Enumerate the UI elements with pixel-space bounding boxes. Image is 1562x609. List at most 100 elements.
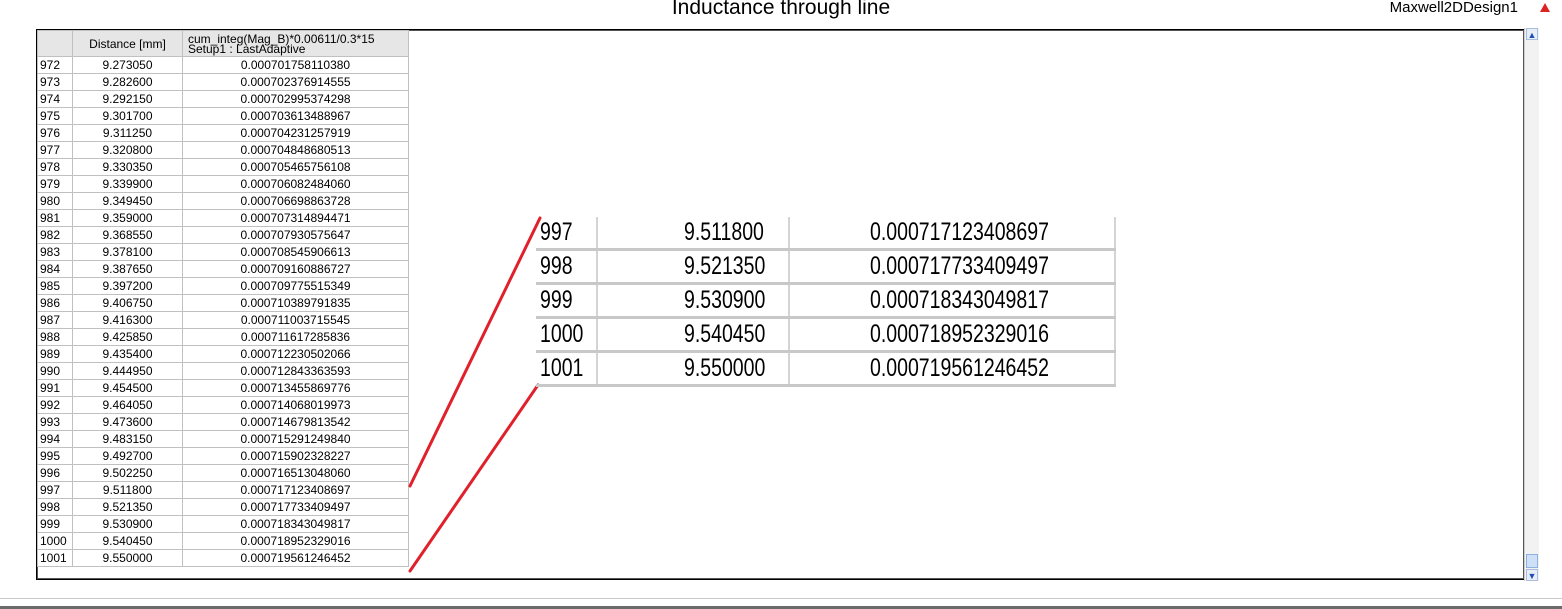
zoom-distance-cell: 9.521350 (596, 249, 790, 285)
table-row[interactable]: 975 9.301700 0.000703613488967 (37, 107, 409, 125)
table-row[interactable]: 995 9.492700 0.000715902328227 (37, 447, 409, 465)
distance-cell[interactable]: 9.330350 (72, 158, 183, 176)
zoom-index-cell: 1001 (536, 351, 598, 387)
zoom-index-cell: 997 (536, 217, 598, 251)
value-cell[interactable]: 0.000719561246452 (182, 549, 409, 567)
value-cell[interactable]: 0.000707314894471 (182, 209, 409, 227)
table-row[interactable]: 973 9.282600 0.000702376914555 (37, 73, 409, 91)
value-cell[interactable]: 0.000717733409497 (182, 498, 409, 516)
value-cell[interactable]: 0.000715902328227 (182, 447, 409, 465)
zoom-row: 1000 9.540450 0.000718952329016 (536, 317, 1116, 353)
zoom-table-body: 997 9.511800 0.000717123408697 998 9.521350 0… (536, 217, 1116, 387)
zoom-index-cell-text: 998 (540, 252, 573, 280)
distance-cell[interactable]: 9.435400 (72, 345, 183, 363)
value-cell[interactable]: 0.000714679813542 (182, 413, 409, 431)
row-index-cell[interactable]: 1001 (37, 549, 73, 567)
distance-cell[interactable]: 9.502250 (72, 464, 183, 482)
data-table: Distance [mm] cum_integ(Mag_B)*0.00611/0… (37, 30, 409, 567)
value-cell[interactable]: 0.000703613488967 (182, 107, 409, 125)
scroll-up-arrow-icon[interactable]: ▲ (1526, 28, 1538, 40)
row-index-cell[interactable]: 977 (37, 141, 73, 159)
zoom-distance-cell-text: 9.550000 (683, 354, 765, 382)
distance-cell[interactable]: 9.378100 (72, 243, 183, 261)
expression-label: cum_integ(Mag_B)*0.00611/0.3*15 (188, 31, 375, 46)
value-cell[interactable]: 0.000716513048060 (182, 464, 409, 482)
row-index-cell[interactable]: 986 (37, 294, 73, 312)
table-row[interactable]: 989 9.435400 0.000712230502066 (37, 345, 409, 363)
value-cell[interactable]: 0.000710389791835 (182, 294, 409, 312)
value-cell[interactable]: 0.000707930575647 (182, 226, 409, 244)
table-row[interactable]: 994 9.483150 0.000715291249840 (37, 430, 409, 448)
table-body: 972 9.273050 0.000701758110380 973 9.282600 0… (37, 56, 409, 567)
ansys-logo-icon (1540, 3, 1550, 12)
distance-cell[interactable]: 9.273050 (72, 56, 183, 74)
value-cell[interactable]: 0.000706698863728 (182, 192, 409, 210)
distance-cell[interactable]: 9.473600 (72, 413, 183, 431)
row-index-cell[interactable]: 972 (37, 56, 73, 74)
value-cell[interactable]: 0.000715291249840 (182, 430, 409, 448)
zoom-value-cell-text: 0.000719561246452 (869, 354, 1049, 382)
zoom-distance-cell-text: 9.511800 (683, 218, 764, 246)
distance-cell[interactable]: 9.406750 (72, 294, 183, 312)
table-row[interactable]: 981 9.359000 0.000707314894471 (37, 209, 409, 227)
distance-cell[interactable]: 9.492700 (72, 447, 183, 465)
table-row[interactable]: 976 9.311250 0.000704231257919 (37, 124, 409, 142)
zoom-value-cell: 0.000717123408697 (788, 217, 1116, 251)
distance-cell[interactable]: 9.483150 (72, 430, 183, 448)
distance-cell[interactable]: 9.397200 (72, 277, 183, 295)
zoom-value-cell-text: 0.000717733409497 (869, 252, 1049, 280)
vertical-scrollbar[interactable]: ▲ ▼ (1524, 28, 1539, 581)
table-row[interactable]: 986 9.406750 0.000710389791835 (37, 294, 409, 312)
scrollbar-thumb[interactable] (1526, 554, 1538, 568)
zoom-value-cell-text: 0.000717123408697 (869, 218, 1049, 246)
zoom-distance-cell-text: 9.521350 (683, 252, 765, 280)
zoom-index-cell-text: 1000 (540, 320, 584, 348)
table-header-row: Distance [mm] cum_integ(Mag_B)*0.00611/0… (37, 30, 409, 57)
status-divider (0, 598, 1562, 599)
zoom-distance-cell: 9.550000 (596, 351, 790, 387)
table-row[interactable]: 990 9.444950 0.000712843363593 (37, 362, 409, 380)
table-row[interactable]: 993 9.473600 0.000714679813542 (37, 413, 409, 431)
row-index-cell[interactable]: 1000 (37, 532, 73, 550)
zoom-value-cell: 0.000717733409497 (788, 249, 1116, 285)
table-row[interactable]: 974 9.292150 0.000702995374298 (37, 90, 409, 108)
distance-cell[interactable]: 9.311250 (72, 124, 183, 142)
scroll-down-arrow-icon[interactable]: ▼ (1526, 569, 1538, 581)
zoom-row: 999 9.530900 0.000718343049817 (536, 283, 1116, 319)
zoom-index-cell-text: 1001 (540, 354, 584, 382)
table-row[interactable]: 982 9.368550 0.000707930575647 (37, 226, 409, 244)
distance-cell[interactable]: 9.511800 (72, 481, 183, 499)
value-cell[interactable]: 0.000713455869776 (182, 379, 409, 397)
table-row[interactable]: 996 9.502250 0.000716513048060 (37, 464, 409, 482)
distance-cell[interactable]: 9.320800 (72, 141, 183, 159)
zoom-index-cell-text: 997 (540, 218, 573, 246)
column-header-distance[interactable]: Distance [mm] (72, 30, 183, 57)
distance-cell[interactable]: 9.550000 (72, 549, 183, 567)
row-index-cell[interactable]: 998 (37, 498, 73, 516)
zoom-row: 998 9.521350 0.000717733409497 (536, 249, 1116, 285)
zoom-value-cell: 0.000718343049817 (788, 283, 1116, 319)
distance-cell[interactable]: 9.359000 (72, 209, 183, 227)
value-cell[interactable]: 0.000704231257919 (182, 124, 409, 142)
value-cell[interactable]: 0.000712230502066 (182, 345, 409, 363)
distance-cell[interactable]: 9.444950 (72, 362, 183, 380)
column-header-expression[interactable]: cum_integ(Mag_B)*0.00611/0.3*15 Setup1 :… (182, 30, 409, 57)
distance-cell[interactable]: 9.282600 (72, 73, 183, 91)
zoomed-table-excerpt: 997 9.511800 0.000717123408697 998 9.521350 0… (536, 217, 1116, 387)
zoom-distance-cell-text: 9.540450 (683, 320, 765, 348)
table-row[interactable]: 983 9.378100 0.000708545906613 (37, 243, 409, 261)
row-index-cell[interactable]: 995 (37, 447, 73, 465)
table-row[interactable]: 992 9.464050 0.000714068019973 (37, 396, 409, 414)
zoom-row: 997 9.511800 0.000717123408697 (536, 217, 1116, 251)
zoom-distance-cell: 9.540450 (596, 317, 790, 353)
zoom-value-cell-text: 0.000718343049817 (869, 286, 1049, 314)
row-index-cell[interactable]: 984 (37, 260, 73, 278)
value-cell[interactable]: 0.000711003715545 (182, 311, 409, 329)
table-row[interactable]: 991 9.454500 0.000713455869776 (37, 379, 409, 397)
value-cell[interactable]: 0.000714068019973 (182, 396, 409, 414)
zoom-distance-cell: 9.530900 (596, 283, 790, 319)
distance-cell[interactable]: 9.464050 (72, 396, 183, 414)
table-row[interactable]: 1001 9.550000 0.000719561246452 (37, 549, 409, 567)
zoom-value-cell: 0.000718952329016 (788, 317, 1116, 353)
column-header-index[interactable] (37, 30, 73, 57)
